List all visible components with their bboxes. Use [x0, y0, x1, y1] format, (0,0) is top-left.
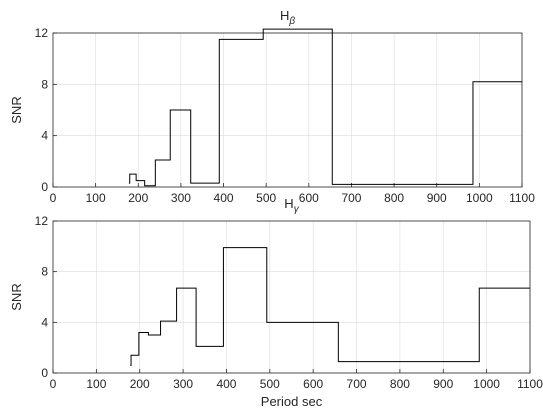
x-tick-label: 100	[86, 377, 106, 391]
y-tick-label: 8	[41, 77, 48, 91]
y-tick-label: 0	[41, 180, 48, 194]
chart-panel-h-beta: 0 100 200 300 400 500 600 700 800 900 1000 1100 0 4 8…	[9, 8, 535, 205]
x-tick-labels: 0 100 200 300 400 500 600 700 800 900 1000 1100	[50, 191, 536, 205]
y-tick-labels: 0 4 8 12	[35, 214, 49, 380]
grid	[52, 220, 531, 374]
x-tick-label: 300	[171, 191, 191, 205]
y-tick-label: 4	[41, 315, 48, 329]
y-axis-label: SNR	[9, 96, 24, 123]
x-tick-label: 900	[427, 191, 447, 205]
x-tick-label: 700	[341, 191, 361, 205]
series-snr	[130, 247, 530, 366]
chart-title: Hγ	[284, 196, 299, 215]
plot-frame	[52, 220, 531, 374]
y-tick-label: 8	[41, 265, 48, 279]
chart-panel-h-gamma: 0 100 200 300 400 500 600 700 800 900 1000 1100 0 4 8…	[9, 196, 543, 409]
x-tick-label: 200	[128, 191, 148, 205]
x-tick-label: 1100	[509, 191, 535, 205]
y-tick-label: 4	[41, 129, 48, 143]
x-tick-label: 400	[214, 191, 234, 205]
x-tick-label: 900	[433, 377, 453, 391]
snr-step-line	[128, 28, 522, 187]
x-tick-label: 500	[256, 191, 276, 205]
x-tick-label: 0	[50, 191, 57, 205]
chart-title-subscript: γ	[294, 204, 300, 215]
y-tick-label: 0	[41, 366, 48, 380]
x-tick-label: 200	[130, 377, 150, 391]
x-tick-label: 400	[216, 377, 236, 391]
x-tick-label: 800	[390, 377, 410, 391]
x-tick-labels: 0 100 200 300 400 500 600 700 800 900 1000 1100	[50, 377, 543, 391]
x-tick-label: 500	[260, 377, 280, 391]
x-tick-label: 800	[384, 191, 404, 205]
plot-frame	[52, 32, 523, 188]
chart-title-main: H	[280, 8, 289, 23]
y-tick-label: 12	[35, 26, 49, 40]
x-tick-label: 1000	[473, 377, 500, 391]
grid	[52, 32, 523, 188]
x-tick-label: 700	[347, 377, 367, 391]
chart-title-main: H	[284, 196, 293, 211]
x-axis-label: Period sec	[261, 394, 323, 409]
x-tick-label: 100	[86, 191, 106, 205]
x-tick-label: 0	[50, 377, 57, 391]
y-tick-label: 12	[35, 214, 49, 228]
x-tick-label: 600	[299, 191, 319, 205]
x-tick-label: 300	[173, 377, 193, 391]
snr-step-line	[130, 247, 530, 366]
y-tick-labels: 0 4 8 12	[35, 26, 49, 194]
x-tick-label: 1100	[517, 377, 543, 391]
series-snr	[128, 28, 522, 187]
y-axis-label: SNR	[9, 283, 24, 310]
x-tick-label: 600	[303, 377, 323, 391]
x-tick-label: 1000	[466, 191, 493, 205]
chart-title: Hβ	[280, 8, 295, 27]
chart-title-subscript: β	[288, 16, 295, 27]
